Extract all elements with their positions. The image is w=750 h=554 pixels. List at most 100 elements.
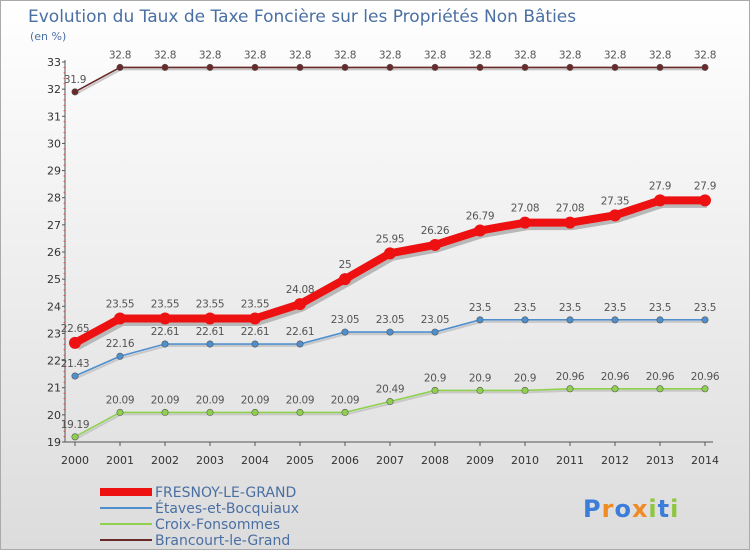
legend-label: Croix-Fonsommes [155, 517, 280, 533]
data-point [656, 385, 664, 393]
data-label: 20.09 [196, 394, 225, 406]
x-tick-label: 2001 [106, 454, 134, 467]
logo-letter: x [632, 495, 648, 523]
legend-label: Brancourt-le-Grand [155, 533, 290, 549]
data-point [251, 63, 259, 71]
data-label: 27.08 [556, 203, 585, 215]
x-tick-label: 2007 [376, 454, 404, 467]
data-point [71, 433, 79, 441]
data-label: 23.05 [376, 314, 405, 326]
data-label: 32.8 [694, 49, 716, 61]
data-point [116, 63, 124, 71]
data-point [521, 386, 529, 394]
data-label: 22.61 [286, 326, 315, 338]
data-point [71, 88, 79, 96]
logo-text: Proxiti [583, 495, 679, 523]
data-point [566, 63, 574, 71]
x-tick-label: 2002 [151, 454, 179, 467]
data-label: 32.8 [109, 49, 131, 61]
data-label: 27.9 [649, 180, 671, 192]
data-point [386, 328, 394, 336]
x-tick-label: 2003 [196, 454, 224, 467]
y-tick-label: 24 [47, 300, 61, 313]
data-point [159, 312, 171, 325]
data-label: 32.8 [334, 49, 356, 61]
data-label: 23.5 [559, 302, 581, 314]
data-label: 20.49 [376, 384, 405, 396]
series-0: 22.65 23.55 23.55 23.55 23.55 24.08 25 25.95 26.… [61, 180, 716, 350]
data-label: 20.09 [331, 394, 360, 406]
legend-label: Étaves-et-Bocquiaux [155, 500, 299, 517]
data-label: 23.05 [331, 314, 360, 326]
data-point [384, 247, 396, 260]
x-tick-label: 2010 [511, 454, 539, 467]
data-point [431, 63, 439, 71]
logo-letter: i [648, 495, 657, 523]
data-label: 20.09 [286, 394, 315, 406]
data-label: 27.08 [511, 203, 540, 215]
data-label: 20.09 [241, 394, 270, 406]
data-label: 20.09 [151, 394, 180, 406]
data-point [701, 385, 709, 393]
data-label: 32.8 [604, 49, 626, 61]
data-label: 23.55 [196, 299, 225, 311]
y-tick-label: 25 [47, 273, 61, 286]
data-label: 23.5 [514, 302, 536, 314]
y-tick-label: 29 [47, 165, 61, 178]
logo-letter: o [614, 495, 632, 523]
data-label: 32.8 [289, 49, 311, 61]
data-point [429, 238, 441, 251]
data-point [654, 194, 666, 207]
data-point [206, 63, 214, 71]
data-point [249, 312, 261, 325]
x-tick-label: 2006 [331, 454, 359, 467]
y-tick-label: 26 [47, 246, 61, 259]
y-tick-label: 19 [47, 436, 61, 449]
data-label: 19.19 [61, 419, 90, 431]
y-tick-label: 31 [47, 110, 61, 123]
data-label: 31.9 [64, 74, 86, 86]
x-tick-label: 2000 [61, 454, 89, 467]
y-tick-label: 21 [47, 382, 61, 395]
x-tick-label: 2004 [241, 454, 269, 467]
data-label: 22.61 [196, 326, 225, 338]
data-point [521, 63, 529, 71]
data-point [161, 408, 169, 416]
chart-title: Evolution du Taux de Taxe Foncière sur l… [28, 7, 576, 27]
data-point [566, 385, 574, 393]
data-point [656, 316, 664, 324]
data-label: 22.61 [241, 326, 270, 338]
data-point [341, 408, 349, 416]
data-point [566, 316, 574, 324]
x-tick-label: 2008 [421, 454, 449, 467]
data-point [431, 386, 439, 394]
data-label: 23.5 [649, 302, 671, 314]
legend-label: FRESNOY-LE-GRAND [155, 485, 296, 501]
logo-letter: t [658, 495, 670, 523]
logo-letter: i [670, 495, 679, 523]
data-label: 20.96 [601, 371, 630, 383]
data-label: 32.8 [649, 49, 671, 61]
data-point [699, 194, 711, 207]
data-label: 23.5 [694, 302, 716, 314]
data-label: 20.9 [469, 372, 491, 384]
data-label: 23.55 [151, 299, 180, 311]
data-label: 20.09 [106, 394, 135, 406]
y-tick-label: 32 [47, 83, 61, 96]
y-tick-label: 30 [47, 137, 61, 150]
data-label: 23.55 [241, 299, 270, 311]
data-point [294, 298, 306, 311]
data-label: 20.96 [646, 371, 675, 383]
data-point [386, 63, 394, 71]
series-layer: 31.9 32.8 32.8 32.8 32.8 32.8 32.8 32.8 32.8 32.8… [61, 49, 720, 441]
data-point [204, 312, 216, 325]
data-label: 32.8 [469, 49, 491, 61]
data-point [476, 316, 484, 324]
data-point [339, 273, 351, 286]
data-point [609, 209, 621, 222]
x-tick-label: 2013 [646, 454, 674, 467]
data-point [656, 63, 664, 71]
data-point [611, 316, 619, 324]
series-2: 19.19 20.09 20.09 20.09 20.09 20.09 20.09 20.49… [61, 371, 720, 441]
